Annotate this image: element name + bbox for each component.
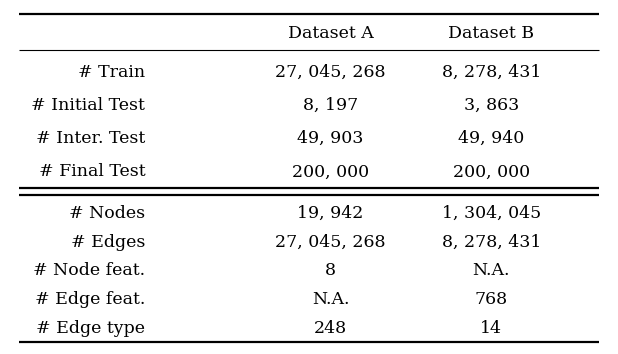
Text: 27, 045, 268: 27, 045, 268	[276, 234, 386, 251]
Text: 49, 940: 49, 940	[458, 130, 525, 147]
Text: 14: 14	[480, 320, 502, 337]
Text: N.A.: N.A.	[312, 291, 349, 308]
Text: 200, 000: 200, 000	[453, 163, 530, 180]
Text: 8, 197: 8, 197	[303, 97, 358, 114]
Text: 19, 942: 19, 942	[297, 205, 364, 222]
Text: 27, 045, 268: 27, 045, 268	[276, 64, 386, 81]
Text: # Node feat.: # Node feat.	[33, 262, 145, 279]
Text: N.A.: N.A.	[473, 262, 510, 279]
Text: # Edge type: # Edge type	[36, 320, 145, 337]
Text: Dataset B: Dataset B	[448, 25, 535, 42]
Text: # Inter. Test: # Inter. Test	[36, 130, 145, 147]
Text: 8, 278, 431: 8, 278, 431	[442, 234, 541, 251]
Text: 1, 304, 045: 1, 304, 045	[442, 205, 541, 222]
Text: # Initial Test: # Initial Test	[32, 97, 145, 114]
Text: # Edge feat.: # Edge feat.	[35, 291, 145, 308]
Text: # Edges: # Edges	[71, 234, 145, 251]
Text: # Final Test: # Final Test	[38, 163, 145, 180]
Text: # Nodes: # Nodes	[69, 205, 145, 222]
Text: 3, 863: 3, 863	[464, 97, 519, 114]
Text: 768: 768	[475, 291, 508, 308]
Text: Dataset A: Dataset A	[288, 25, 373, 42]
Text: 49, 903: 49, 903	[297, 130, 364, 147]
Text: 248: 248	[314, 320, 347, 337]
Text: 8: 8	[325, 262, 336, 279]
Text: # Train: # Train	[78, 64, 145, 81]
Text: 200, 000: 200, 000	[292, 163, 369, 180]
Text: 8, 278, 431: 8, 278, 431	[442, 64, 541, 81]
